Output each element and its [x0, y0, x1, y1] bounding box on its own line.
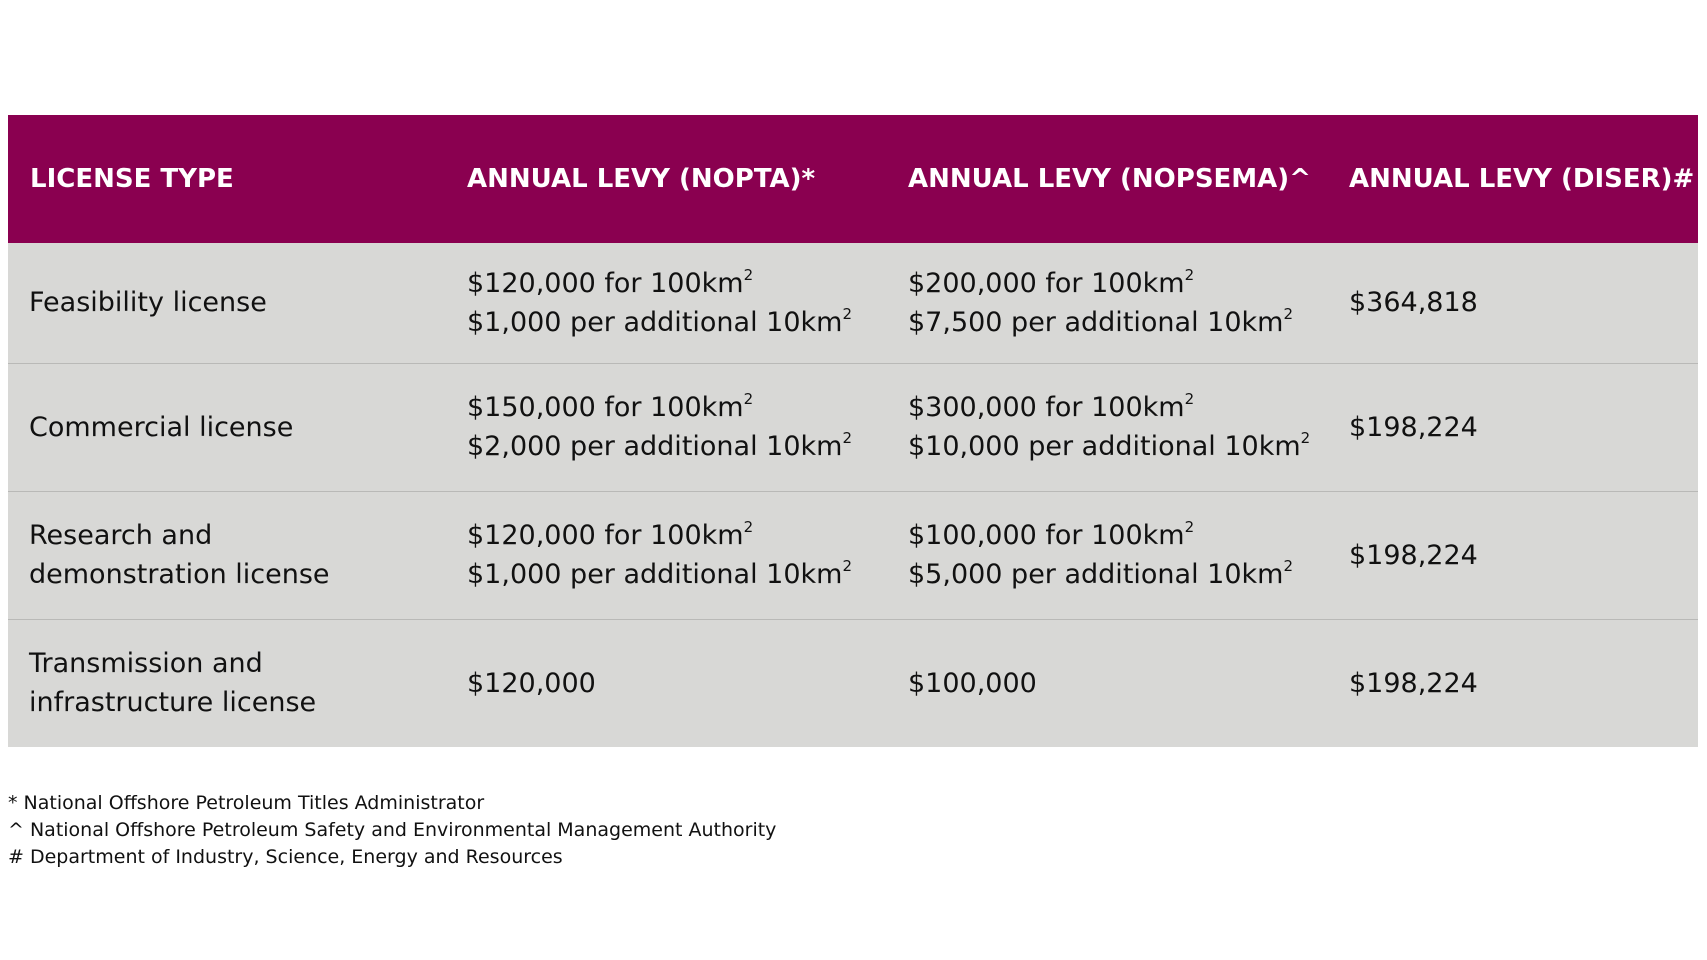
table-row: Feasibility license $120,000 for 100km2 … [8, 243, 1698, 363]
levy-line: $198,224 [1349, 667, 1478, 699]
cell-nopta: $120,000 for 100km2 $1,000 per additiona… [445, 243, 886, 363]
levy-line: $5,000 per additional 10km2 [908, 557, 1294, 591]
header-annual-levy-nopta: ANNUAL LEVY (NOPTA)* [467, 164, 816, 194]
levy-line: $100,000 for 100km2 [908, 518, 1195, 552]
cell-nopsema: $300,000 for 100km2 $10,000 per addition… [886, 363, 1327, 491]
levy-line: $100,000 [908, 667, 1037, 699]
cell-nopsema: $200,000 for 100km2 $7,500 per additiona… [886, 243, 1327, 363]
license-type-text: Research and [29, 520, 213, 551]
table-row: Transmission and infrastructure license … [8, 619, 1698, 747]
cell-license-type: Research and demonstration license [8, 491, 445, 619]
license-type-text: Commercial license [29, 411, 294, 443]
cell-license-type: Feasibility license [8, 243, 445, 363]
levy-line: $120,000 for 100km2 [467, 518, 754, 552]
table-header-row: LICENSE TYPE ANNUAL LEVY (NOPTA)* ANNUAL… [8, 115, 1698, 243]
footnote-nopsema: ^ National Offshore Petroleum Safety and… [8, 819, 777, 841]
header-annual-levy-diser: ANNUAL LEVY (DISER)# [1349, 164, 1695, 194]
footnotes: * National Offshore Petroleum Titles Adm… [8, 790, 776, 871]
cell-diser: $364,818 [1327, 243, 1698, 363]
cell-nopta: $120,000 [445, 619, 886, 747]
levy-line: $1,000 per additional 10km2 [467, 557, 853, 591]
header-annual-levy-nopsema: ANNUAL LEVY (NOPSEMA)^ [908, 164, 1311, 194]
header-license-type: LICENSE TYPE [30, 164, 234, 194]
cell-license-type: Transmission and infrastructure license [8, 619, 445, 747]
cell-diser: $198,224 [1327, 491, 1698, 619]
levy-line: $200,000 for 100km2 [908, 265, 1195, 299]
levy-line: $7,500 per additional 10km2 [908, 304, 1294, 338]
cell-license-type: Commercial license [8, 363, 445, 491]
footnote-diser: # Department of Industry, Science, Energ… [8, 846, 563, 868]
cell-nopta: $120,000 for 100km2 $1,000 per additiona… [445, 491, 886, 619]
table-row: Research and demonstration license $120,… [8, 491, 1698, 619]
cell-diser: $198,224 [1327, 619, 1698, 747]
license-type-text: demonstration license [29, 559, 330, 590]
levy-line: $198,224 [1349, 411, 1478, 443]
levy-line: $150,000 for 100km2 [467, 390, 754, 424]
license-type-text: infrastructure license [29, 687, 317, 719]
levy-line: $364,818 [1349, 287, 1478, 319]
cell-diser: $198,224 [1327, 363, 1698, 491]
levy-table: LICENSE TYPE ANNUAL LEVY (NOPTA)* ANNUAL… [8, 115, 1698, 747]
levy-line: $120,000 [467, 667, 596, 699]
footnote-nopta: * National Offshore Petroleum Titles Adm… [8, 792, 485, 814]
license-type-text: Feasibility license [29, 287, 267, 319]
license-type-text: Transmission and [29, 648, 263, 680]
levy-line: $10,000 per additional 10km2 [908, 429, 1311, 463]
cell-nopta: $150,000 for 100km2 $2,000 per additiona… [445, 363, 886, 491]
levy-line: $300,000 for 100km2 [908, 390, 1195, 424]
levy-line: $2,000 per additional 10km2 [467, 429, 853, 463]
levy-line: $1,000 per additional 10km2 [467, 304, 853, 338]
cell-nopsema: $100,000 [886, 619, 1327, 747]
levy-line: $120,000 for 100km2 [467, 265, 754, 299]
table-row: Commercial license $150,000 for 100km2 $… [8, 363, 1698, 491]
cell-nopsema: $100,000 for 100km2 $5,000 per additiona… [886, 491, 1327, 619]
levy-line: $198,224 [1349, 539, 1478, 571]
